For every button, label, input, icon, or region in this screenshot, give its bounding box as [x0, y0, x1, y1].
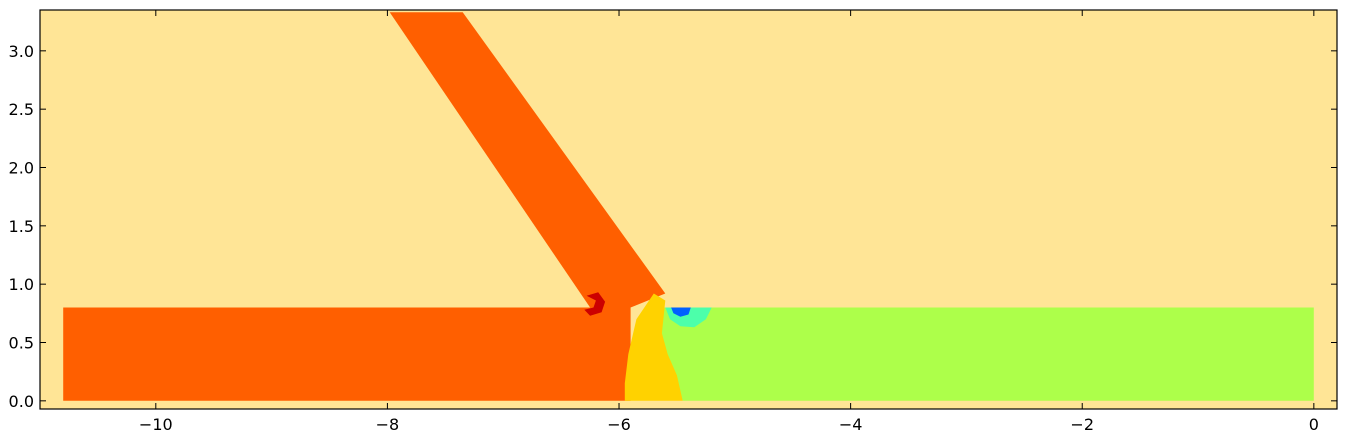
x-tick-label: −10: [139, 415, 173, 434]
region-mixing-zone: [624, 293, 683, 401]
x-tick-label: −8: [376, 415, 400, 434]
x-tick-label: −4: [839, 415, 863, 434]
x-tick-label: 0: [1309, 415, 1319, 434]
region-diagonal-inlet: [389, 12, 666, 308]
x-tick-label: −6: [607, 415, 631, 434]
axes-frame: [39, 9, 1338, 410]
y-tick-label: 2.5: [9, 100, 34, 119]
region-hot-spot: [584, 292, 606, 316]
y-tick-label: 3.0: [9, 42, 34, 61]
region-horizontal-inlet: [63, 307, 631, 401]
y-tick-label: 2.0: [9, 159, 34, 178]
y-tick-label: 1.0: [9, 275, 34, 294]
y-tick-label: 0.5: [9, 334, 34, 353]
axis-ticks: −10 −8 −6 −4 −2 0 0.0 0.5 1.0 1.5 2.0 2.5 3.0: [9, 10, 1337, 434]
plot-area: [40, 10, 1337, 409]
y-tick-label: 0.0: [9, 392, 34, 411]
y-tick-label: 1.5: [9, 217, 34, 236]
x-tick-label: −2: [1070, 415, 1094, 434]
region-outlet-channel: [659, 307, 1314, 401]
region-vortex-core: [671, 307, 691, 317]
